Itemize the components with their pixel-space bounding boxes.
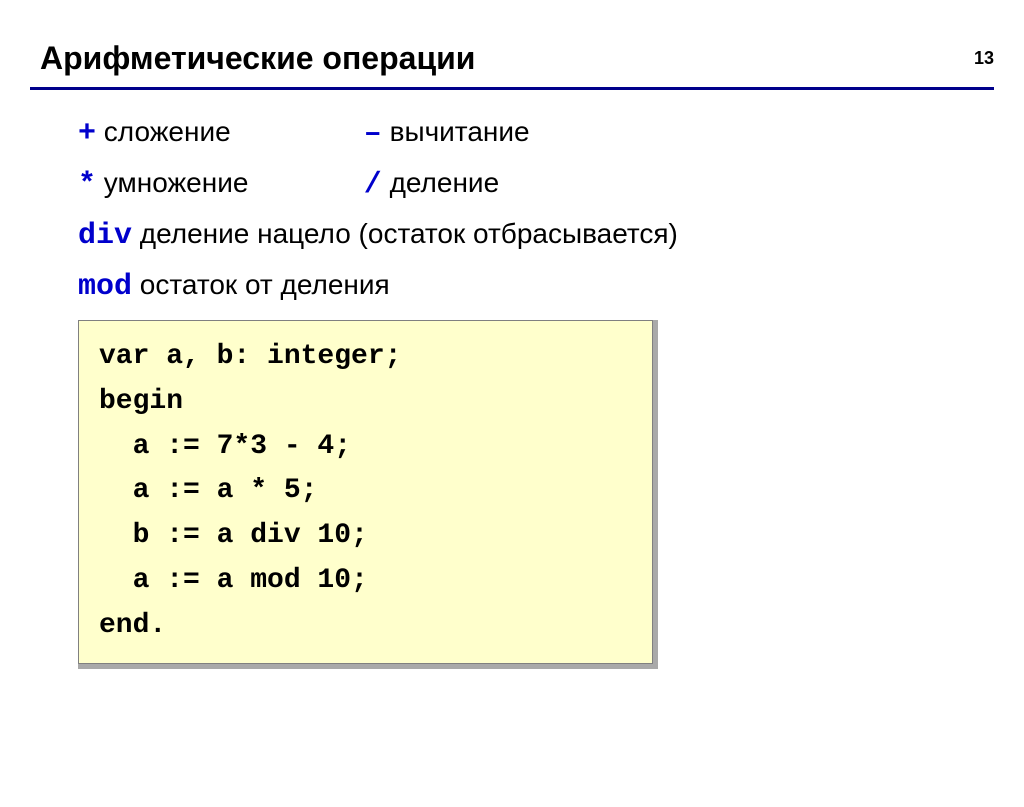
minus-label: вычитание [382,116,530,147]
divide-label: деление [382,167,499,198]
code-shadow: var a, b: integer; begin a := 7*3 - 4; a… [78,320,658,669]
code-line-6: a := a mod 10; [99,565,368,596]
plus-symbol: + [78,117,96,151]
code-line-5: b := a div 10; [99,520,368,551]
page-number: 13 [974,48,994,69]
mod-keyword: mod [78,270,132,304]
code-box: var a, b: integer; begin a := 7*3 - 4; a… [78,320,653,664]
code-line-2: begin [99,386,183,417]
title-underline [30,87,994,90]
div-label: деление нацело (остаток отбрасывается) [132,218,678,249]
code-line-4: a := a * 5; [99,475,317,506]
code-line-1: var a, b: integer; [99,341,401,372]
minus-symbol: – [364,117,382,151]
plus-label: сложение [96,116,231,147]
operator-row-2: * умножение / деление [78,167,1024,202]
content-area: + сложение – вычитание * умножение / дел… [78,116,1024,669]
div-keyword: div [78,219,132,253]
operator-row-4: mod остаток от деления [78,269,1024,304]
page-title: Арифметические операции [40,40,1024,87]
multiply-label: умножение [96,167,248,198]
code-line-3: a := 7*3 - 4; [99,431,351,462]
multiply-symbol: * [78,168,96,202]
operator-row-1: + сложение – вычитание [78,116,1024,151]
mod-label: остаток от деления [132,269,390,300]
operator-row-3: div деление нацело (остаток отбрасываетс… [78,218,1024,253]
divide-symbol: / [364,168,382,202]
code-line-7: end. [99,610,166,641]
